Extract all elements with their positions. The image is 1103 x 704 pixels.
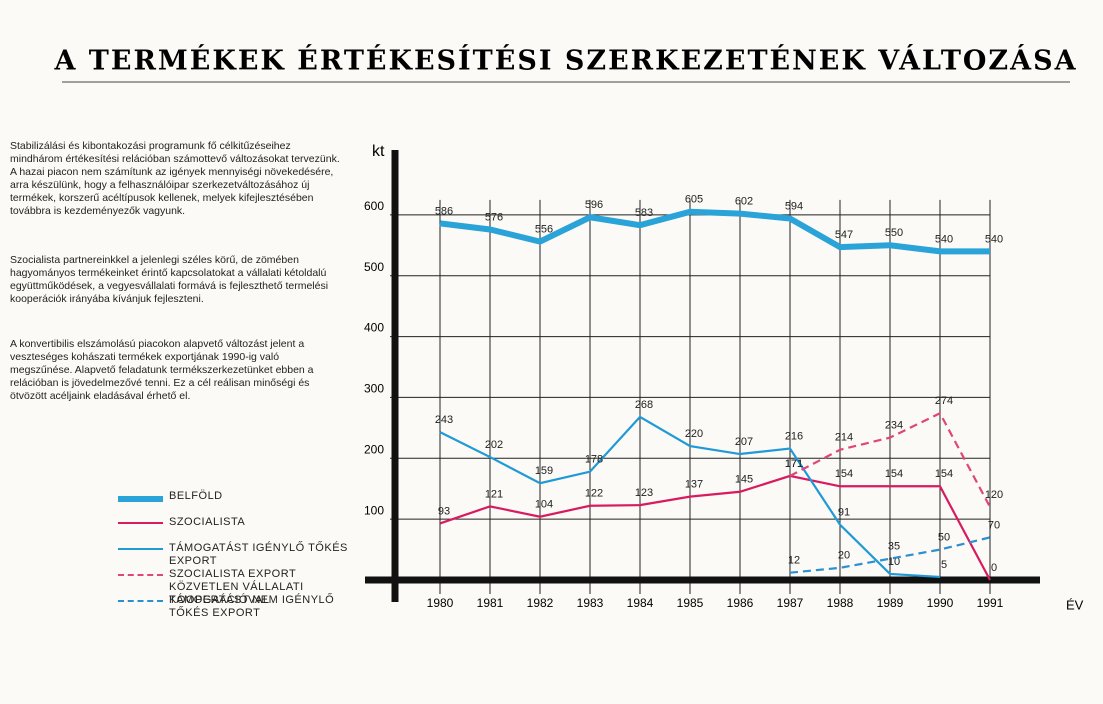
legend-label: TÁMOGATÁST IGÉNYLŐ TŐKÉS EXPORT <box>169 542 348 567</box>
chart-title: A TERMÉKEK ÉRTÉKESÍTÉSI SZERKEZETÉNEK VÁ… <box>53 44 1077 77</box>
data-label: 122 <box>585 488 603 500</box>
legend-entry: SZOCIALISTA <box>118 516 369 529</box>
y-axis-label: kt <box>372 143 385 160</box>
data-label: 120 <box>985 489 1003 501</box>
data-label: 154 <box>935 468 953 480</box>
data-label: 550 <box>885 227 903 239</box>
data-label: 207 <box>735 436 753 448</box>
y-tick-label: 300 <box>364 382 384 396</box>
data-label: 171 <box>785 458 803 470</box>
x-tick-label: 1980 <box>427 596 454 610</box>
data-label: 50 <box>938 531 950 543</box>
data-label: 268 <box>635 399 653 411</box>
data-label: 5 <box>941 559 947 571</box>
x-tick-label: 1990 <box>927 596 954 610</box>
data-label: 556 <box>535 224 553 236</box>
legend-label: BELFÖLD <box>169 490 223 502</box>
data-label: 605 <box>685 194 703 206</box>
data-label: 216 <box>785 430 803 442</box>
data-label: 20 <box>838 550 850 562</box>
data-label: 583 <box>635 207 653 219</box>
data-label: 159 <box>535 465 553 477</box>
data-label: 145 <box>735 474 753 486</box>
data-label: 93 <box>438 505 450 517</box>
y-tick-label: 400 <box>364 321 384 335</box>
x-tick-label: 1985 <box>677 596 704 610</box>
y-tick-label: 600 <box>364 199 384 213</box>
data-label: 104 <box>535 499 553 511</box>
data-label: 214 <box>835 432 853 444</box>
data-label: 586 <box>435 205 453 217</box>
data-label: 576 <box>485 211 503 223</box>
series-line <box>789 411 991 508</box>
x-tick-label: 1987 <box>777 596 804 610</box>
data-label: 154 <box>885 468 903 480</box>
y-tick-label: 200 <box>364 442 384 456</box>
data-label: 540 <box>985 233 1003 245</box>
series-line <box>439 208 990 255</box>
x-tick-label: 1984 <box>627 596 654 610</box>
legend-swatch <box>118 548 163 550</box>
y-tick-label: 500 <box>364 260 384 274</box>
data-label: 154 <box>835 468 853 480</box>
paragraph: A konvertibilis elszámolású piacokon ala… <box>10 338 314 402</box>
y-tick-label: 100 <box>364 503 384 517</box>
data-label: 121 <box>485 488 503 500</box>
x-tick-label: 1991 <box>977 596 1004 610</box>
data-label: 0 <box>991 562 997 574</box>
data-label: 234 <box>885 420 903 432</box>
paragraph: Stabilizálási és kibontakozási programun… <box>10 140 340 217</box>
x-tick-label: 1988 <box>827 596 854 610</box>
x-tick-label: 1986 <box>727 596 754 610</box>
legend-label: SZOCIALISTA <box>169 516 246 528</box>
legend-entry: BELFÖLD <box>118 490 369 503</box>
legend-swatch <box>118 496 163 502</box>
x-tick-label: 1982 <box>527 596 554 610</box>
data-label: 12 <box>788 555 800 567</box>
legend-swatch <box>118 600 163 602</box>
data-label: 602 <box>735 196 753 208</box>
x-axis-label: ÉV <box>1066 597 1084 612</box>
series-line <box>439 474 991 581</box>
data-label: 596 <box>585 199 603 211</box>
legend-entry: TÁMOGATÁST IGÉNYLŐ TŐKÉS EXPORT <box>118 542 369 568</box>
data-label: 123 <box>635 487 653 499</box>
paragraph: Szocialista partnereinkkel a jelenlegi s… <box>10 254 329 305</box>
data-label: 202 <box>485 439 503 451</box>
data-label: 35 <box>888 541 900 553</box>
data-label: 547 <box>835 229 853 241</box>
data-label: 137 <box>685 479 703 491</box>
data-label: 540 <box>935 233 953 245</box>
data-label: 70 <box>988 519 1000 531</box>
data-label: 220 <box>685 428 703 440</box>
legend-swatch <box>118 522 163 524</box>
x-tick-label: 1981 <box>477 596 504 610</box>
series-line <box>439 415 941 579</box>
data-label: 243 <box>435 414 453 426</box>
series-line <box>789 536 991 574</box>
data-label: 594 <box>785 200 803 212</box>
data-label: 10 <box>888 556 900 568</box>
legend-entry: TÁMOGATÁST NEM IGÉNYLŐ TŐKÉS EXPORT <box>118 594 369 620</box>
x-tick-label: 1983 <box>577 596 604 610</box>
legend-swatch <box>118 574 163 576</box>
legend-label: TÁMOGATÁST NEM IGÉNYLŐ TŐKÉS EXPORT <box>169 594 335 619</box>
x-tick-label: 1989 <box>877 596 904 610</box>
legend-label: SZOCIALISTA EXPORT KÖZVETLEN VÁLLALATI K… <box>169 568 304 606</box>
legend-entry: SZOCIALISTA EXPORT KÖZVETLEN VÁLLALATI K… <box>118 568 369 607</box>
data-label: 274 <box>935 395 953 407</box>
data-label: 91 <box>838 507 850 519</box>
data-label: 178 <box>585 454 603 466</box>
